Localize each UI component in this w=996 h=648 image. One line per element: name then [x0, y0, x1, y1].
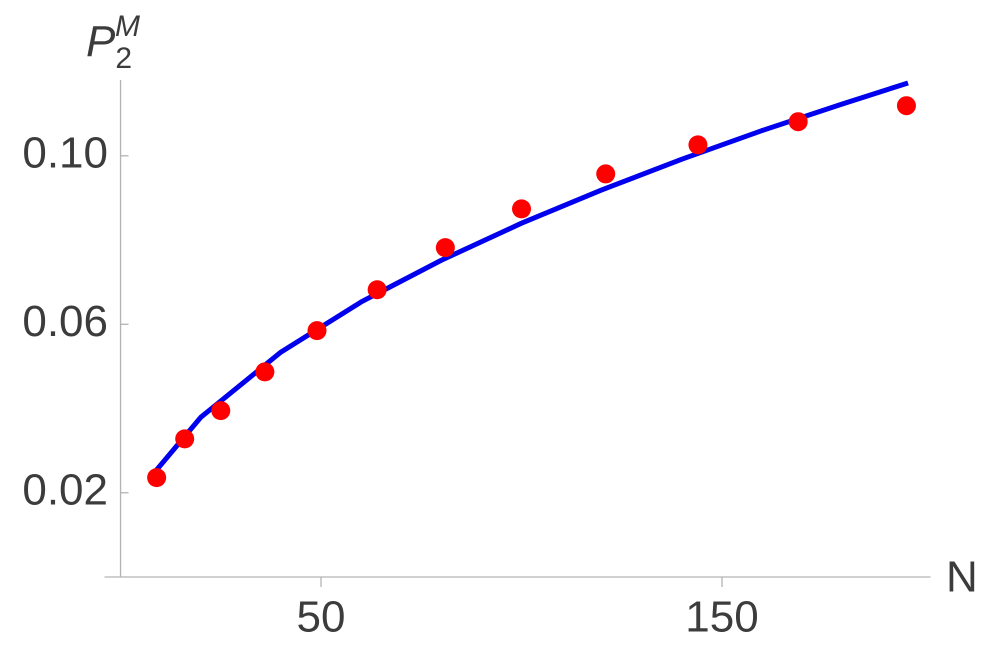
data-point — [307, 321, 327, 341]
data-point — [255, 362, 275, 382]
y-tick-label: 0.02 — [22, 465, 108, 514]
y-tick-label: 0.06 — [22, 297, 108, 346]
y-label-sub: 2 — [115, 42, 132, 75]
y-label-base: P — [86, 17, 116, 66]
data-point — [175, 429, 195, 449]
data-point — [512, 199, 532, 219]
x-axis-label: N — [946, 553, 978, 602]
x-tick-label: 150 — [685, 593, 758, 642]
data-point — [896, 96, 916, 116]
y-tick-label: 0.10 — [22, 128, 108, 177]
y-axis-label: P2M — [86, 10, 140, 75]
data-point — [367, 280, 387, 300]
data-point — [688, 135, 708, 155]
data-point — [211, 401, 231, 421]
data-point — [596, 164, 616, 184]
fit-line — [153, 80, 909, 474]
x-tick-label: 50 — [297, 593, 346, 642]
data-point — [435, 238, 455, 258]
data-point — [147, 468, 167, 488]
data-point — [788, 112, 808, 132]
y-label-sup: M — [115, 10, 140, 43]
